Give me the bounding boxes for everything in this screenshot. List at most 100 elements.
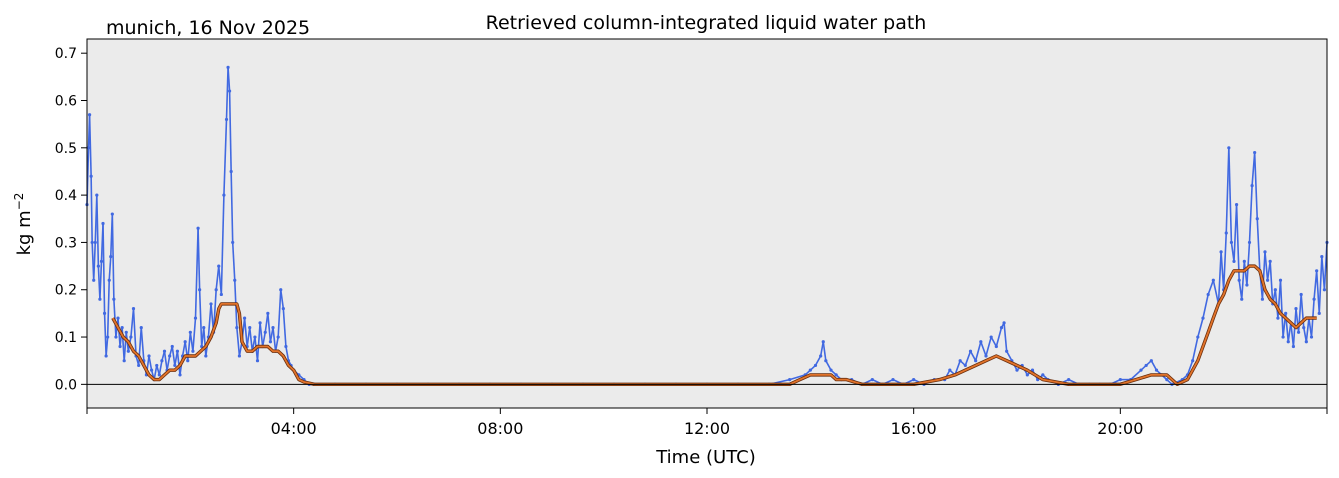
lwp-data-segment	[822, 341, 827, 361]
lwp-data-segment	[99, 261, 103, 300]
lwp-data-segment	[1253, 152, 1259, 219]
lwp-data-segment	[132, 308, 137, 357]
lwp-data-segment	[277, 289, 282, 338]
lwp-data-segment	[111, 214, 115, 300]
lwp-data-segment	[1246, 242, 1251, 286]
x-tick-label: 16:00	[891, 419, 937, 438]
x-tick-label: 20:00	[1097, 419, 1143, 438]
lwp-data-segment	[1279, 280, 1284, 338]
lwp-data-segment	[140, 327, 145, 361]
lwp-data-segment	[995, 327, 1003, 347]
lwp-data-segment	[256, 322, 261, 361]
lwp-data-segment	[223, 119, 228, 196]
lwp-data-segment	[158, 360, 163, 376]
y-tick-label: 0.0	[55, 377, 77, 393]
lwp-data-segment	[96, 195, 100, 267]
lwp-data-segment	[1005, 350, 1013, 362]
lwp-data-segment	[825, 360, 832, 371]
lwp-data-segment	[88, 114, 92, 177]
lwp-data-segment	[92, 242, 97, 281]
lwp-data-segment	[1235, 204, 1240, 281]
lwp-data-segment	[163, 351, 168, 371]
lwp-data-segment	[227, 67, 231, 92]
lwp-data-segment	[108, 256, 112, 281]
lwp-data-segment	[1261, 251, 1266, 300]
lwp-data-segment	[814, 355, 822, 366]
lwp-data-segment	[279, 289, 285, 309]
lwp-data-segment	[1264, 251, 1269, 281]
y-tick-label: 0.5	[55, 141, 77, 157]
y-tick-label: 0.3	[55, 235, 77, 251]
y-axis-label: kg m−2	[12, 193, 35, 256]
lwp-data-segment	[1225, 147, 1230, 233]
lwp-data-segment	[102, 223, 106, 314]
lwp-data-segment	[1202, 294, 1209, 319]
lwp-data-segment	[1207, 279, 1215, 295]
lwp-data-segment	[985, 336, 992, 357]
lwp-data-segment	[202, 327, 207, 357]
lwp-data-segment	[1305, 318, 1310, 342]
lwp-data-segment	[1228, 147, 1233, 243]
lwp-data-segment	[231, 242, 236, 281]
lwp-data-segment	[113, 299, 117, 338]
lwp-data-segment	[1269, 261, 1274, 304]
lwp-data-segment	[153, 365, 158, 380]
lwp-data-segment	[1248, 185, 1253, 243]
plot-area	[87, 39, 1327, 408]
lwp-data-segment	[1217, 251, 1222, 304]
lwp-data-segment	[228, 91, 232, 172]
lwp-data-segment	[261, 332, 267, 347]
lwp-data-segment	[1003, 322, 1008, 352]
lwp-data-segment	[974, 341, 982, 361]
lwp-data-segment	[285, 346, 290, 361]
lwp-data-segment	[243, 318, 248, 347]
x-axis-label: Time (UTC)	[655, 447, 756, 468]
lwp-data-segment	[267, 313, 272, 342]
lwp-data-segment	[90, 176, 93, 243]
lwp-data-segment	[171, 346, 176, 366]
x-tick-label: 08:00	[477, 419, 523, 438]
lwp-data-segment	[225, 67, 229, 120]
lwp-data-segment	[964, 350, 972, 366]
lwp-data-segment	[166, 355, 171, 371]
x-tick-label: 12:00	[684, 419, 730, 438]
y-tick-label: 0.7	[55, 46, 77, 62]
lwp-data-segment	[1212, 280, 1220, 305]
lwp-data-segment	[1186, 360, 1194, 376]
chart-title: Retrieved column-integrated liquid water…	[486, 12, 927, 34]
lwp-data-segment	[980, 341, 987, 357]
lwp-data-segment	[176, 351, 181, 375]
lwp-data-segment	[1222, 232, 1228, 290]
lwp-data-segment	[1197, 317, 1204, 338]
lwp-data-segment	[194, 228, 199, 319]
lwp-data-segment	[198, 289, 203, 347]
lwp-data-segment	[220, 195, 225, 295]
lwp-data-segment	[282, 308, 287, 347]
lwp-data-segment	[148, 355, 153, 371]
location-label: munich, 16 Nov 2025	[106, 17, 310, 39]
y-axis: 0.0 0.1 0.2 0.3 0.4 0.5 0.6 0.7	[55, 46, 87, 393]
lwp-data-segment	[248, 327, 254, 352]
lwp-data-segment	[1191, 336, 1199, 361]
lwp-data-segment	[105, 336, 109, 357]
y-axis-label-exponent: −2	[12, 193, 26, 211]
lwp-data-segment	[1256, 218, 1261, 271]
lwp-data-segment	[106, 280, 111, 338]
lwp-data-segment	[207, 303, 212, 338]
y-tick-label: 0.4	[55, 188, 77, 204]
lwp-data-segment	[789, 374, 806, 381]
x-tick-label: 04:00	[271, 419, 317, 438]
lwp-data-segment	[197, 228, 201, 290]
lwp-data-segment	[230, 171, 234, 243]
lwp-data-segment	[274, 336, 279, 352]
lwp-data-segment	[969, 350, 977, 362]
lwp-data-segment	[990, 336, 998, 347]
y-axis-label-base: kg m	[14, 210, 35, 255]
x-axis: 04:00 08:00 12:00 16:00 20:00	[86, 408, 1328, 438]
lwp-data-segment	[1150, 360, 1158, 371]
lwp-data-segment	[1318, 256, 1323, 314]
lwp-data-segment	[1240, 261, 1246, 300]
lwp-data-segment	[192, 318, 197, 352]
lwp-data-segment	[123, 332, 128, 361]
